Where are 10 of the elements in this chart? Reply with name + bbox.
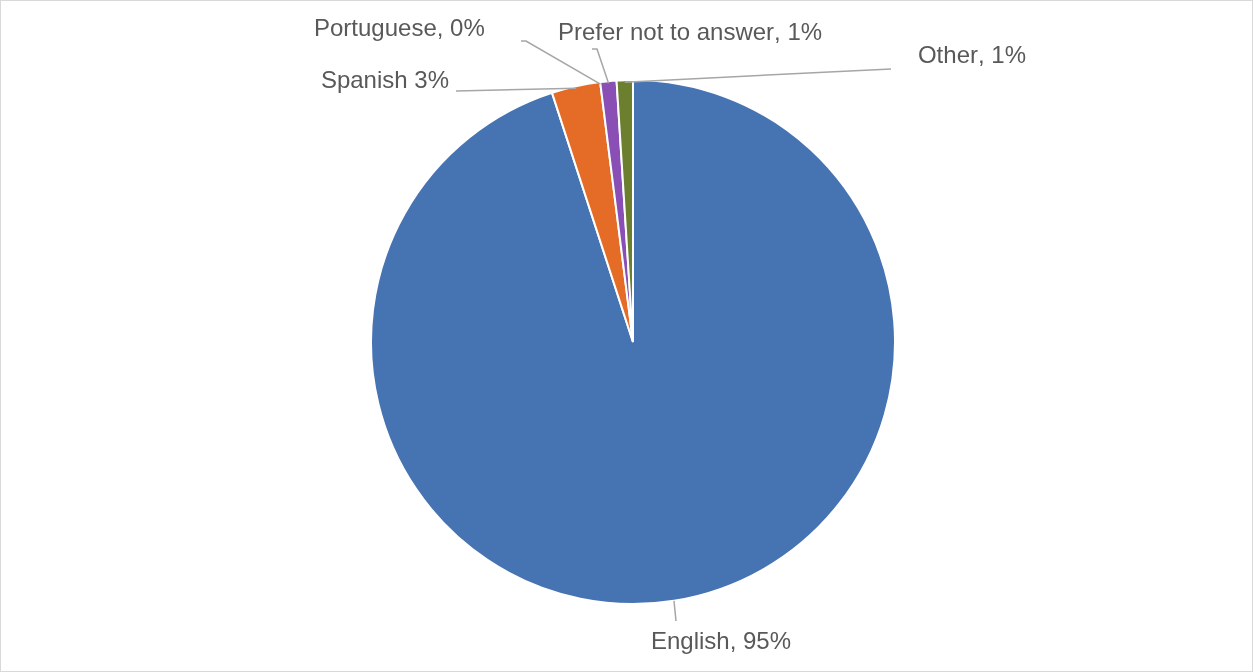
text: , 0% [436,13,485,41]
data-label: , 95% [729,626,792,654]
data-label: , 1% [977,40,1027,68]
category-label: Portuguese [314,13,437,41]
data-label: , 1% [774,17,823,45]
data-label: 3% [407,65,449,93]
slice-label: Spanish [320,65,408,93]
slice-label: Other [917,40,978,68]
slice-label: English [650,626,730,654]
slice-label: Prefer not to answer [558,17,775,45]
